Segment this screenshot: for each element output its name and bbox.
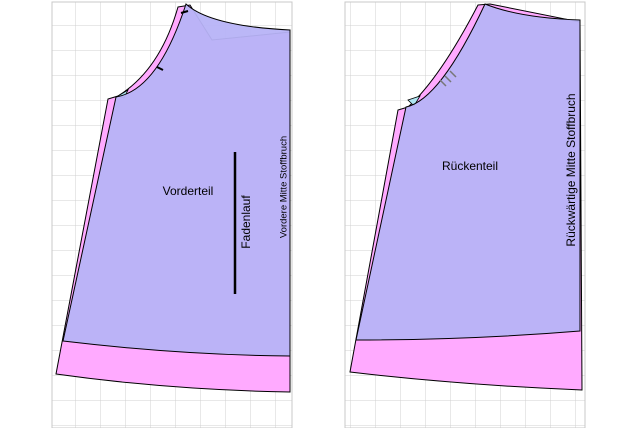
front-panel: Vorderteil Fadenlauf Vordere Mitte Stoff… xyxy=(51,1,293,428)
back-panel: Rückenteil Rückwärtige Mitte Stoffbruch xyxy=(344,1,586,428)
fold-label: Rückwärtige Mitte Stoffbruch xyxy=(564,93,578,246)
fold-label: Vordere Mitte Stoffbruch xyxy=(279,136,290,238)
grain-label: Fadenlauf xyxy=(239,195,253,249)
pattern-piece xyxy=(355,3,581,341)
notch xyxy=(180,10,189,14)
piece-label: Vorderteil xyxy=(163,184,214,198)
pattern-piece xyxy=(62,3,291,357)
piece-label: Rückenteil xyxy=(442,159,498,173)
notch xyxy=(156,66,164,71)
seam-allowance-marker xyxy=(407,95,421,107)
notches xyxy=(439,70,457,87)
